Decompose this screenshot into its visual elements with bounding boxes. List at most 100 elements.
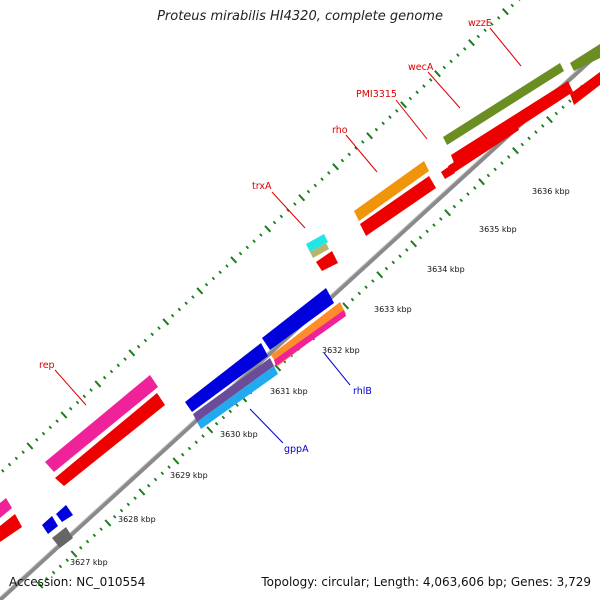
tick-mark [157, 326, 161, 330]
tick-mark [506, 155, 511, 159]
tick-mark [490, 22, 494, 26]
tick-mark [102, 375, 107, 380]
gene-labels: wzzE wecA PMI3315 rho trxA rep rhlB gppA [39, 18, 492, 455]
kbp-label: 3633 kbp [374, 305, 412, 314]
tick-mark [554, 111, 559, 116]
gene-arrow-purple[interactable] [193, 358, 274, 422]
tick-mark [527, 136, 531, 141]
tick-mark [264, 225, 272, 233]
tick-mark [109, 369, 114, 374]
tick-mark [410, 240, 418, 248]
callout-line-trxA [271, 191, 306, 229]
tick-mark [501, 8, 509, 16]
tick-mark [99, 527, 103, 531]
tick-mark [347, 152, 351, 157]
accession-label: Accession: NC_010554 [9, 575, 146, 589]
tick-mark [116, 363, 120, 368]
gene-arrow-wzzE[interactable] [443, 63, 564, 145]
gene-arrow-rep[interactable] [45, 375, 158, 472]
kbp-label: 3629 kbp [170, 471, 208, 480]
tick-mark [55, 419, 59, 423]
gene-arrow-red-8[interactable] [570, 72, 600, 105]
tick-mark [225, 264, 229, 268]
tick-mark [68, 406, 73, 411]
tick-mark [374, 127, 379, 132]
gene-label-rhlB: rhlB [353, 386, 372, 397]
tick-mark [136, 344, 141, 349]
tick-mark [201, 434, 205, 438]
gene-arrow-small-blue-1[interactable] [42, 516, 58, 534]
tick-mark [41, 431, 46, 436]
tick-mark [14, 456, 19, 461]
gene-arrow-red-5[interactable] [316, 251, 338, 271]
tick-mark [493, 167, 497, 172]
kbp-label: 3627 kbp [70, 558, 108, 567]
tick-mark [187, 446, 192, 451]
tick-mark [206, 426, 214, 434]
map-title: Proteus mirabilis HI4320, complete genom… [157, 9, 443, 24]
tick-mark [119, 508, 124, 513]
tick-mark [150, 332, 154, 337]
kbp-label: 3632 kbp [322, 346, 360, 355]
tick-mark [483, 28, 487, 33]
gene-label-wzzE: wzzE [468, 18, 492, 29]
tick-mark [364, 285, 368, 289]
tick-mark [568, 99, 572, 103]
gene-arrow-red-2[interactable] [448, 122, 519, 174]
tick-mark [408, 96, 413, 101]
tick-mark [500, 161, 504, 165]
tick-mark [512, 147, 519, 155]
tick-mark [357, 291, 362, 296]
gene-arrow-blue-a[interactable] [185, 343, 268, 412]
tick-mark [561, 105, 565, 110]
gene-label-trxA: trxA [252, 181, 272, 192]
tick-mark [34, 437, 39, 442]
tick-mark [459, 198, 463, 203]
tick-mark [520, 142, 525, 147]
gene-label-PMI3315: PMI3315 [356, 89, 397, 100]
tick-mark [540, 124, 545, 128]
gene-arrow-olive[interactable] [310, 243, 329, 258]
tick-mark [418, 235, 423, 240]
gene-arrow-blue-b[interactable] [262, 288, 334, 350]
gene-arrow-left-pink[interactable] [0, 498, 12, 518]
tick-mark [468, 39, 475, 47]
tick-mark [476, 34, 481, 39]
tick-mark [143, 338, 148, 343]
gene-arrow-rhlB-stripe[interactable] [274, 310, 346, 366]
tick-mark [160, 471, 165, 476]
tick-mark [361, 140, 365, 144]
gene-arrow-red-4[interactable] [360, 176, 436, 236]
callout-line-rep [54, 369, 87, 406]
tick-mark [65, 558, 69, 563]
gene-label-gppA: gppA [284, 444, 309, 455]
tick-mark [21, 450, 25, 454]
tick-mark [306, 189, 311, 194]
gene-arrow-rho[interactable] [354, 161, 429, 221]
callout-line-gppA [249, 408, 284, 444]
tick-mark [496, 16, 501, 20]
gene-arrow-small-blue-2[interactable] [56, 505, 73, 522]
gene-arrow-gray[interactable] [52, 527, 73, 548]
gene-arrow-red-3[interactable] [441, 165, 455, 179]
tick-mark [45, 576, 49, 581]
gene-arrow-wzzE-end[interactable] [570, 44, 600, 71]
tick-mark [126, 502, 131, 507]
gene-arrow-gppA[interactable] [197, 366, 278, 429]
tick-mark [366, 132, 374, 140]
tick-mark [371, 279, 375, 283]
tick-mark [138, 488, 146, 496]
gene-arrow-cyan[interactable] [306, 234, 328, 252]
tick-mark [1, 469, 5, 473]
tick-mark [444, 209, 452, 217]
gene-arrow-red-6[interactable] [55, 393, 165, 486]
tick-mark [89, 388, 93, 392]
tick-mark [75, 400, 80, 405]
tick-mark [546, 116, 553, 124]
gene-arrow-red-7[interactable] [0, 514, 22, 542]
tick-mark [456, 53, 460, 57]
tick-mark [245, 245, 250, 250]
tick-mark [180, 452, 185, 457]
tick-mark [60, 411, 68, 419]
tick-mark [196, 287, 204, 295]
